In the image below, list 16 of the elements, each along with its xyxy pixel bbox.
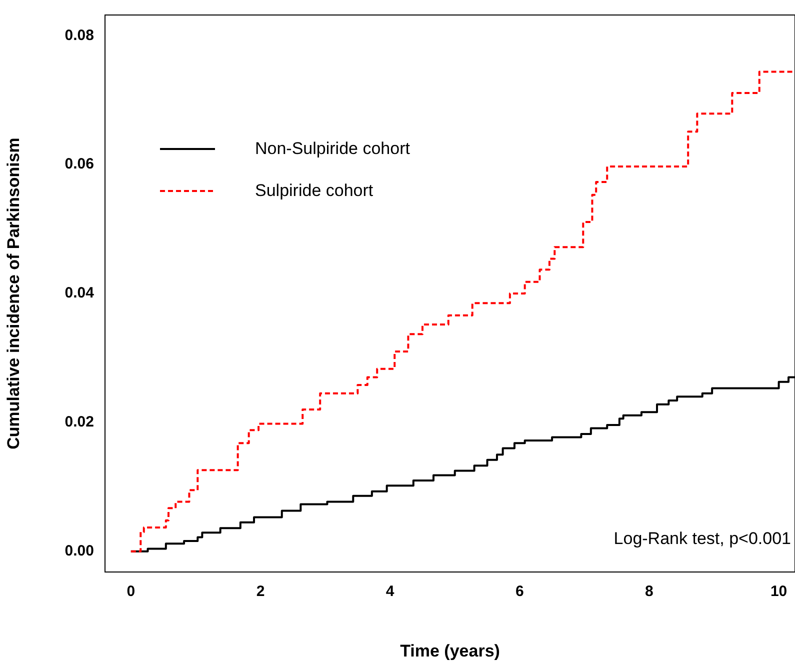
y-axis-title: Cumulative incidence of Parkinsonism xyxy=(4,138,23,450)
x-tick-label: 10 xyxy=(770,583,788,600)
y-tick-label: 0.06 xyxy=(64,156,94,173)
x-tick-label: 2 xyxy=(256,583,265,600)
x-tick-label: 4 xyxy=(386,583,395,600)
annotation: Log-Rank test, p<0.001 xyxy=(614,529,791,548)
x-tick-label: 0 xyxy=(126,583,136,600)
x-axis-title: Time (years) xyxy=(400,641,500,660)
legend-label: Non-Sulpiride cohort xyxy=(255,139,410,159)
legend-label: Sulpiride cohort xyxy=(255,181,374,201)
y-tick-label: 0.02 xyxy=(64,414,94,431)
y-tick-label: 0.00 xyxy=(64,542,94,560)
x-tick-label: 8 xyxy=(645,583,654,600)
y-tick-label: 0.08 xyxy=(64,26,94,44)
y-tick-label: 0.04 xyxy=(64,284,95,302)
x-tick-label: 6 xyxy=(515,583,524,600)
